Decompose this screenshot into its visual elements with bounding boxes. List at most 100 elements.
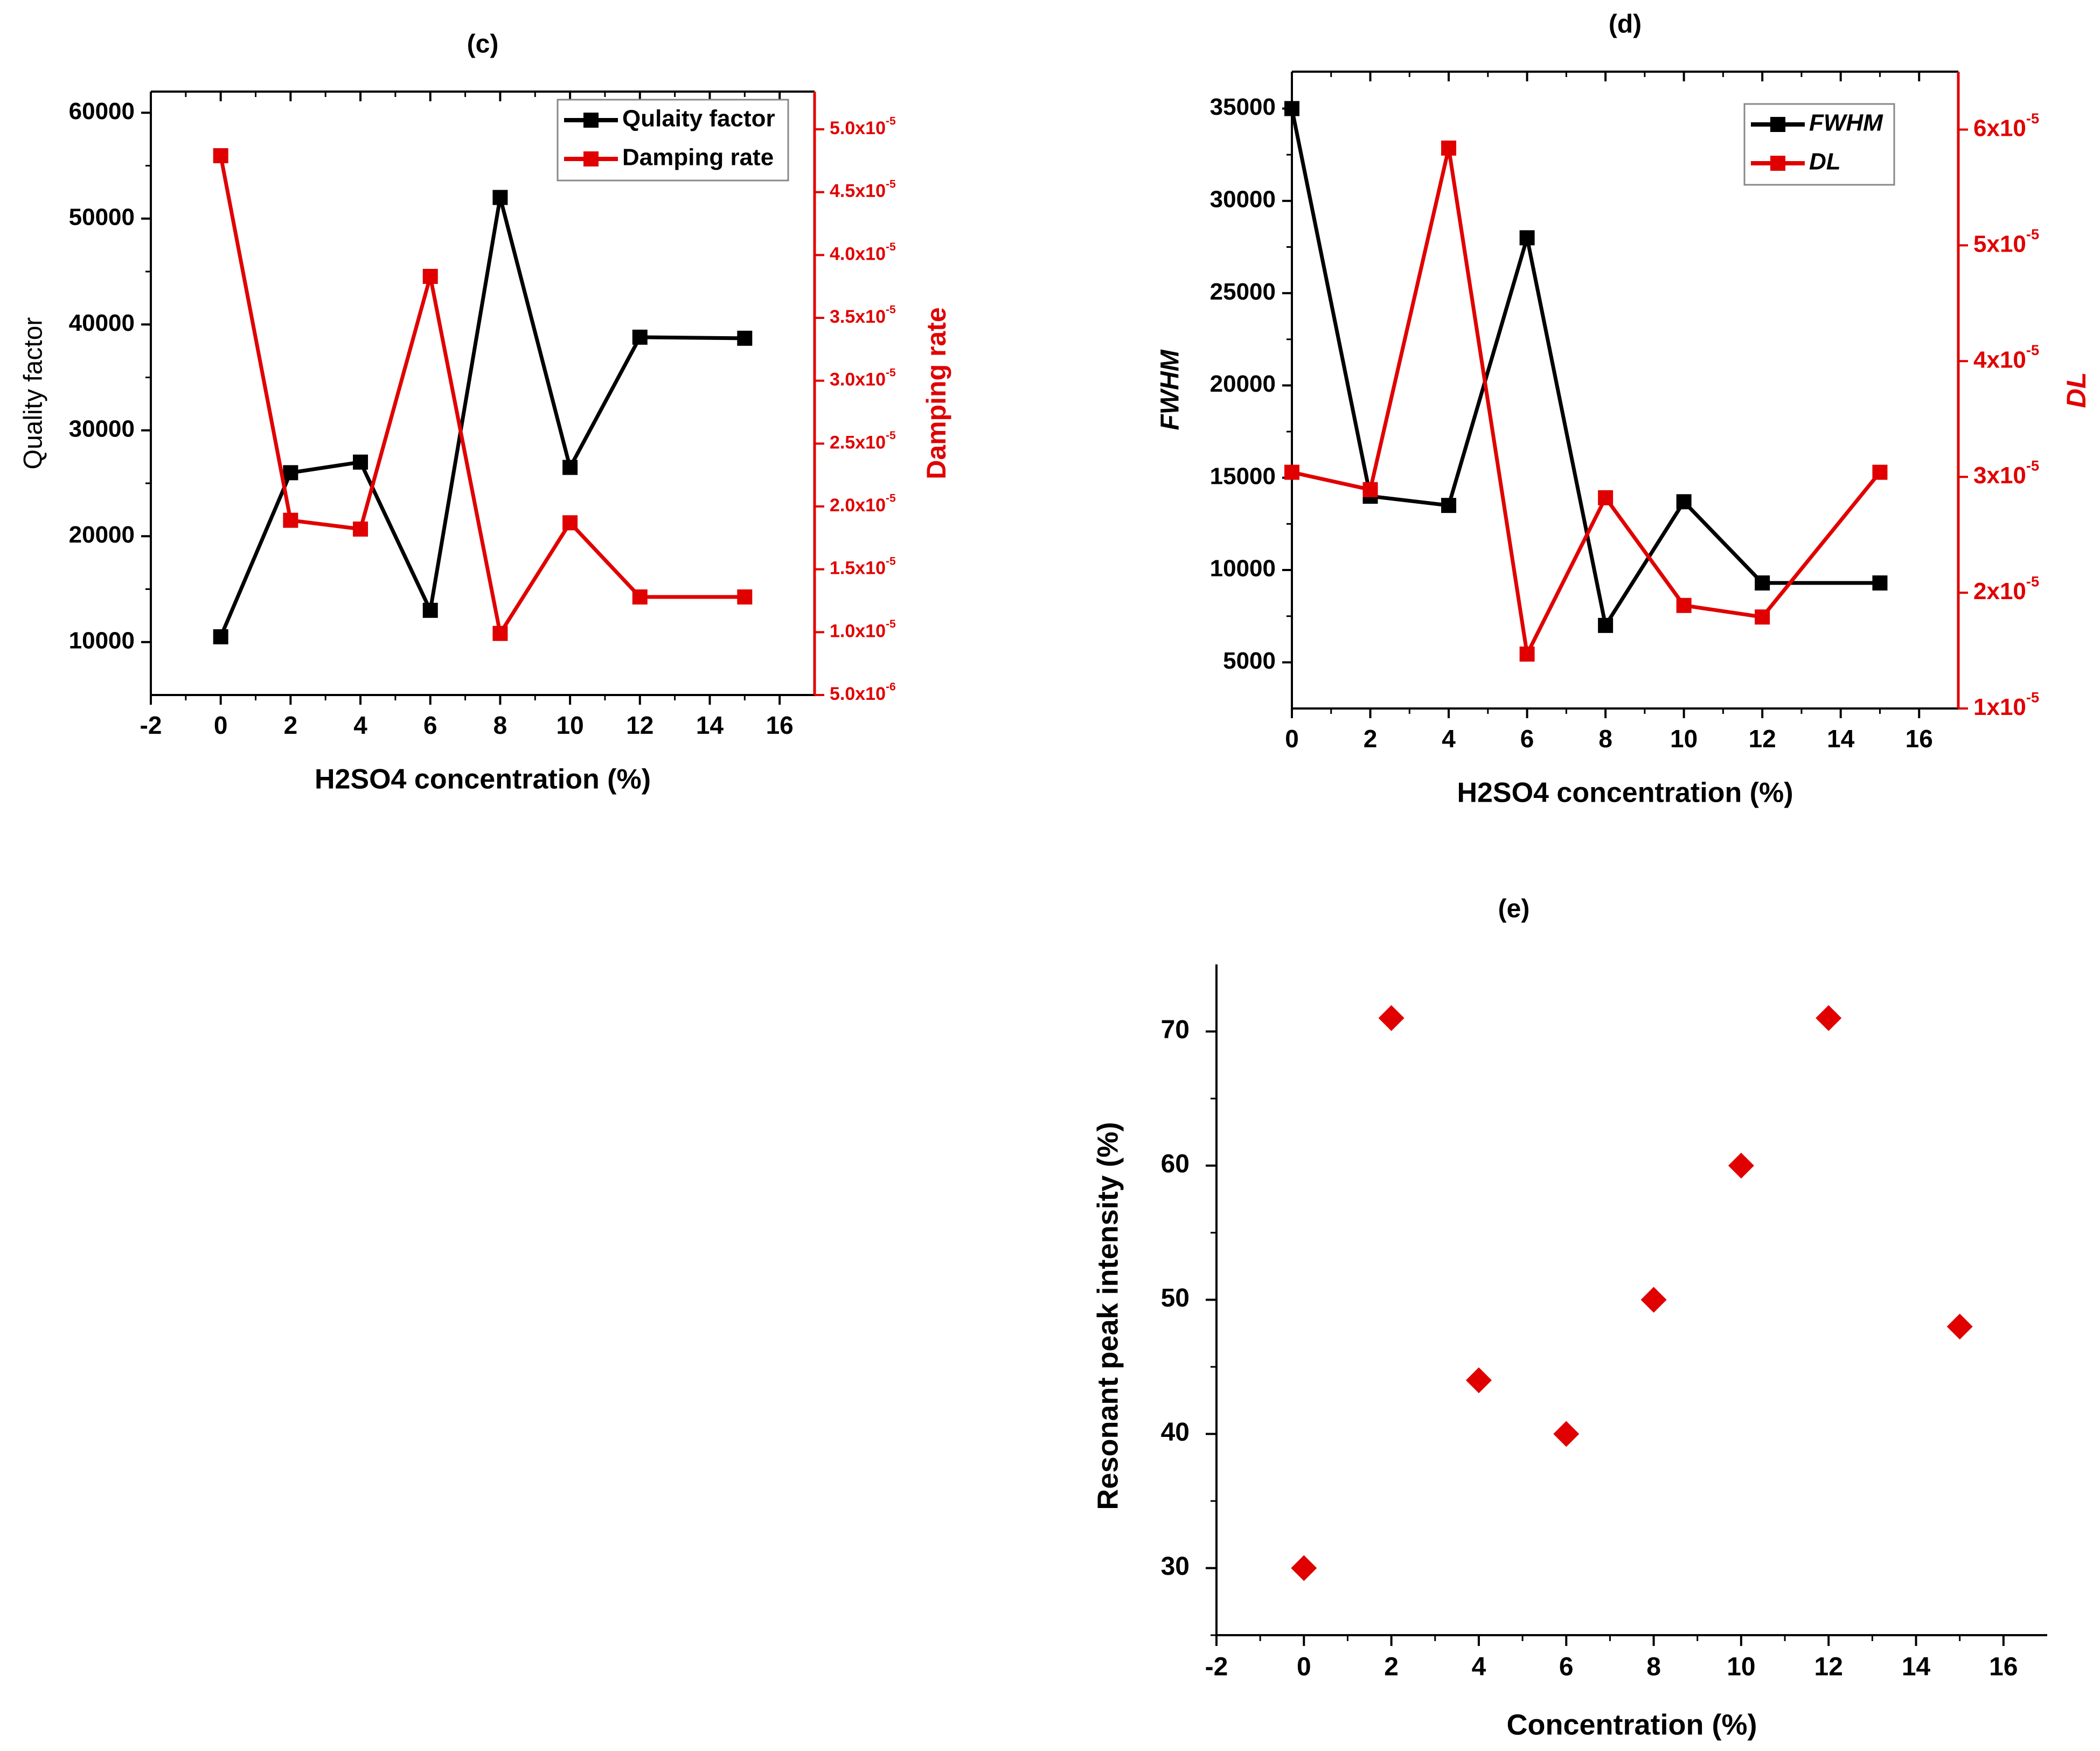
- x-tick-label: 6: [423, 711, 437, 739]
- y2-tick-label: 4.5x10-5: [830, 178, 896, 201]
- data-point: [492, 626, 508, 641]
- legend-marker: [583, 113, 599, 128]
- y2-tick-label: 1.0x10-5: [830, 618, 896, 642]
- y2-tick-label: 2.0x10-5: [830, 492, 896, 516]
- data-point: [1519, 230, 1535, 246]
- data-point: [737, 589, 753, 604]
- y2-tick-label: 5x10-5: [1973, 226, 2039, 257]
- x-tick-label: 4: [353, 711, 367, 739]
- x-axis-label: H2SO4 concentration (%): [1457, 777, 1793, 809]
- y-tick-label: 60000: [69, 98, 135, 124]
- x-tick-label: 6: [1520, 725, 1534, 753]
- y2-tick-label: 3x10-5: [1973, 457, 2039, 489]
- data-point: [1378, 1005, 1404, 1031]
- y2-tick-label: 4x10-5: [1973, 342, 2039, 373]
- y-tick-label: 60: [1161, 1150, 1190, 1178]
- x-tick-label: -2: [1205, 1653, 1228, 1681]
- y2-tick-label: 2x10-5: [1973, 573, 2039, 604]
- data-point: [632, 589, 648, 604]
- x-tick-label: 14: [1902, 1653, 1931, 1681]
- x-axis-label: Concentration (%): [1507, 1708, 1757, 1741]
- y2-axis-label: Damping rate: [921, 307, 951, 480]
- y-tick-label: 20000: [1210, 371, 1276, 397]
- data-point: [1755, 575, 1770, 591]
- x-tick-label: 12: [626, 711, 653, 739]
- legend-box: [1743, 103, 1895, 186]
- y-tick-label: 40: [1161, 1418, 1190, 1447]
- x-tick-label: -2: [140, 711, 162, 739]
- chart-title: (e): [1498, 895, 1530, 923]
- data-point: [1598, 617, 1614, 633]
- data-point: [283, 512, 298, 528]
- x-tick-label: 0: [1297, 1653, 1311, 1681]
- data-point: [1676, 597, 1692, 613]
- y-tick-label: 40000: [69, 310, 135, 336]
- data-point: [1362, 482, 1378, 497]
- data-point: [1946, 1314, 1973, 1340]
- x-tick-label: 2: [284, 711, 298, 739]
- y2-tick-label: 1.5x10-5: [830, 555, 896, 579]
- data-point: [1465, 1367, 1492, 1393]
- y2-tick-label: 1x10-5: [1973, 689, 2039, 720]
- data-point: [283, 465, 298, 481]
- y-tick-label: 10000: [1210, 555, 1276, 582]
- x-tick-label: 16: [766, 711, 794, 739]
- x-tick-label: 14: [1827, 725, 1855, 753]
- data-point: [213, 629, 228, 644]
- data-point: [1284, 101, 1299, 116]
- series-line-1: [219, 155, 745, 638]
- x-tick-label: 2: [1384, 1653, 1399, 1681]
- x-tick-label: 12: [1749, 725, 1776, 753]
- y-tick-label: 15000: [1210, 463, 1276, 489]
- data-point: [562, 460, 578, 475]
- data-point: [1553, 1421, 1580, 1447]
- y-axis-label: Resonant peak intensity (%): [1091, 1122, 1124, 1510]
- y-tick-label: 30000: [69, 415, 135, 442]
- x-axis-label: H2SO4 concentration (%): [315, 764, 651, 795]
- legend-label: Qulaity factor: [622, 106, 775, 132]
- y-tick-label: 50: [1161, 1284, 1190, 1312]
- legend-marker: [1770, 156, 1785, 171]
- data-point: [562, 515, 578, 531]
- data-point: [1676, 494, 1692, 510]
- data-point: [1872, 464, 1888, 480]
- x-tick-label: 4: [1472, 1653, 1486, 1681]
- data-point: [1441, 140, 1457, 156]
- y-tick-label: 30000: [1210, 186, 1276, 212]
- legend-marker: [1770, 117, 1785, 132]
- legend-marker: [583, 151, 599, 166]
- data-point: [1519, 646, 1535, 662]
- data-point: [1816, 1005, 1842, 1031]
- x-tick-label: 8: [1646, 1653, 1661, 1681]
- y2-tick-label: 4.0x10-5: [830, 241, 896, 265]
- y-tick-label: 5000: [1223, 648, 1276, 674]
- y2-axis-label: DL: [2061, 372, 2091, 408]
- x-tick-label: 6: [1559, 1653, 1574, 1681]
- legend-label: FWHM: [1809, 110, 1883, 136]
- legend-label: Damping rate: [622, 144, 774, 171]
- y-tick-label: 50000: [69, 204, 135, 230]
- legend: FWHM DL: [1743, 103, 1895, 186]
- data-point: [1291, 1555, 1317, 1581]
- data-point: [1441, 498, 1457, 513]
- series-line-0: [219, 197, 745, 638]
- series-line-1: [1291, 148, 1882, 661]
- x-tick-label: 10: [1727, 1653, 1755, 1681]
- data-point: [353, 454, 368, 470]
- x-tick-label: 4: [1442, 725, 1456, 753]
- chart-c: (c) -2 0 2 4 6 8 10 12 14 16 H2SO4 concentration (%…: [19, 30, 952, 795]
- data-point: [353, 522, 368, 537]
- x-tick-label: 2: [1364, 725, 1378, 753]
- y-tick-label: 30: [1161, 1552, 1190, 1581]
- data-point: [422, 602, 438, 618]
- y2-tick-label: 3.0x10-5: [830, 366, 896, 390]
- x-tick-label: 8: [493, 711, 507, 739]
- x-tick-label: 10: [557, 711, 584, 739]
- y2-tick-label: 2.5x10-5: [830, 429, 896, 453]
- data-point: [632, 329, 648, 345]
- chart-e: (e) -2 0 2 4 6 8 10 12 14 16 Concentration (%) 30 40 5…: [1091, 895, 2047, 1741]
- data-point: [1755, 609, 1770, 625]
- data-point: [1728, 1152, 1754, 1179]
- x-tick-label: 0: [214, 711, 228, 739]
